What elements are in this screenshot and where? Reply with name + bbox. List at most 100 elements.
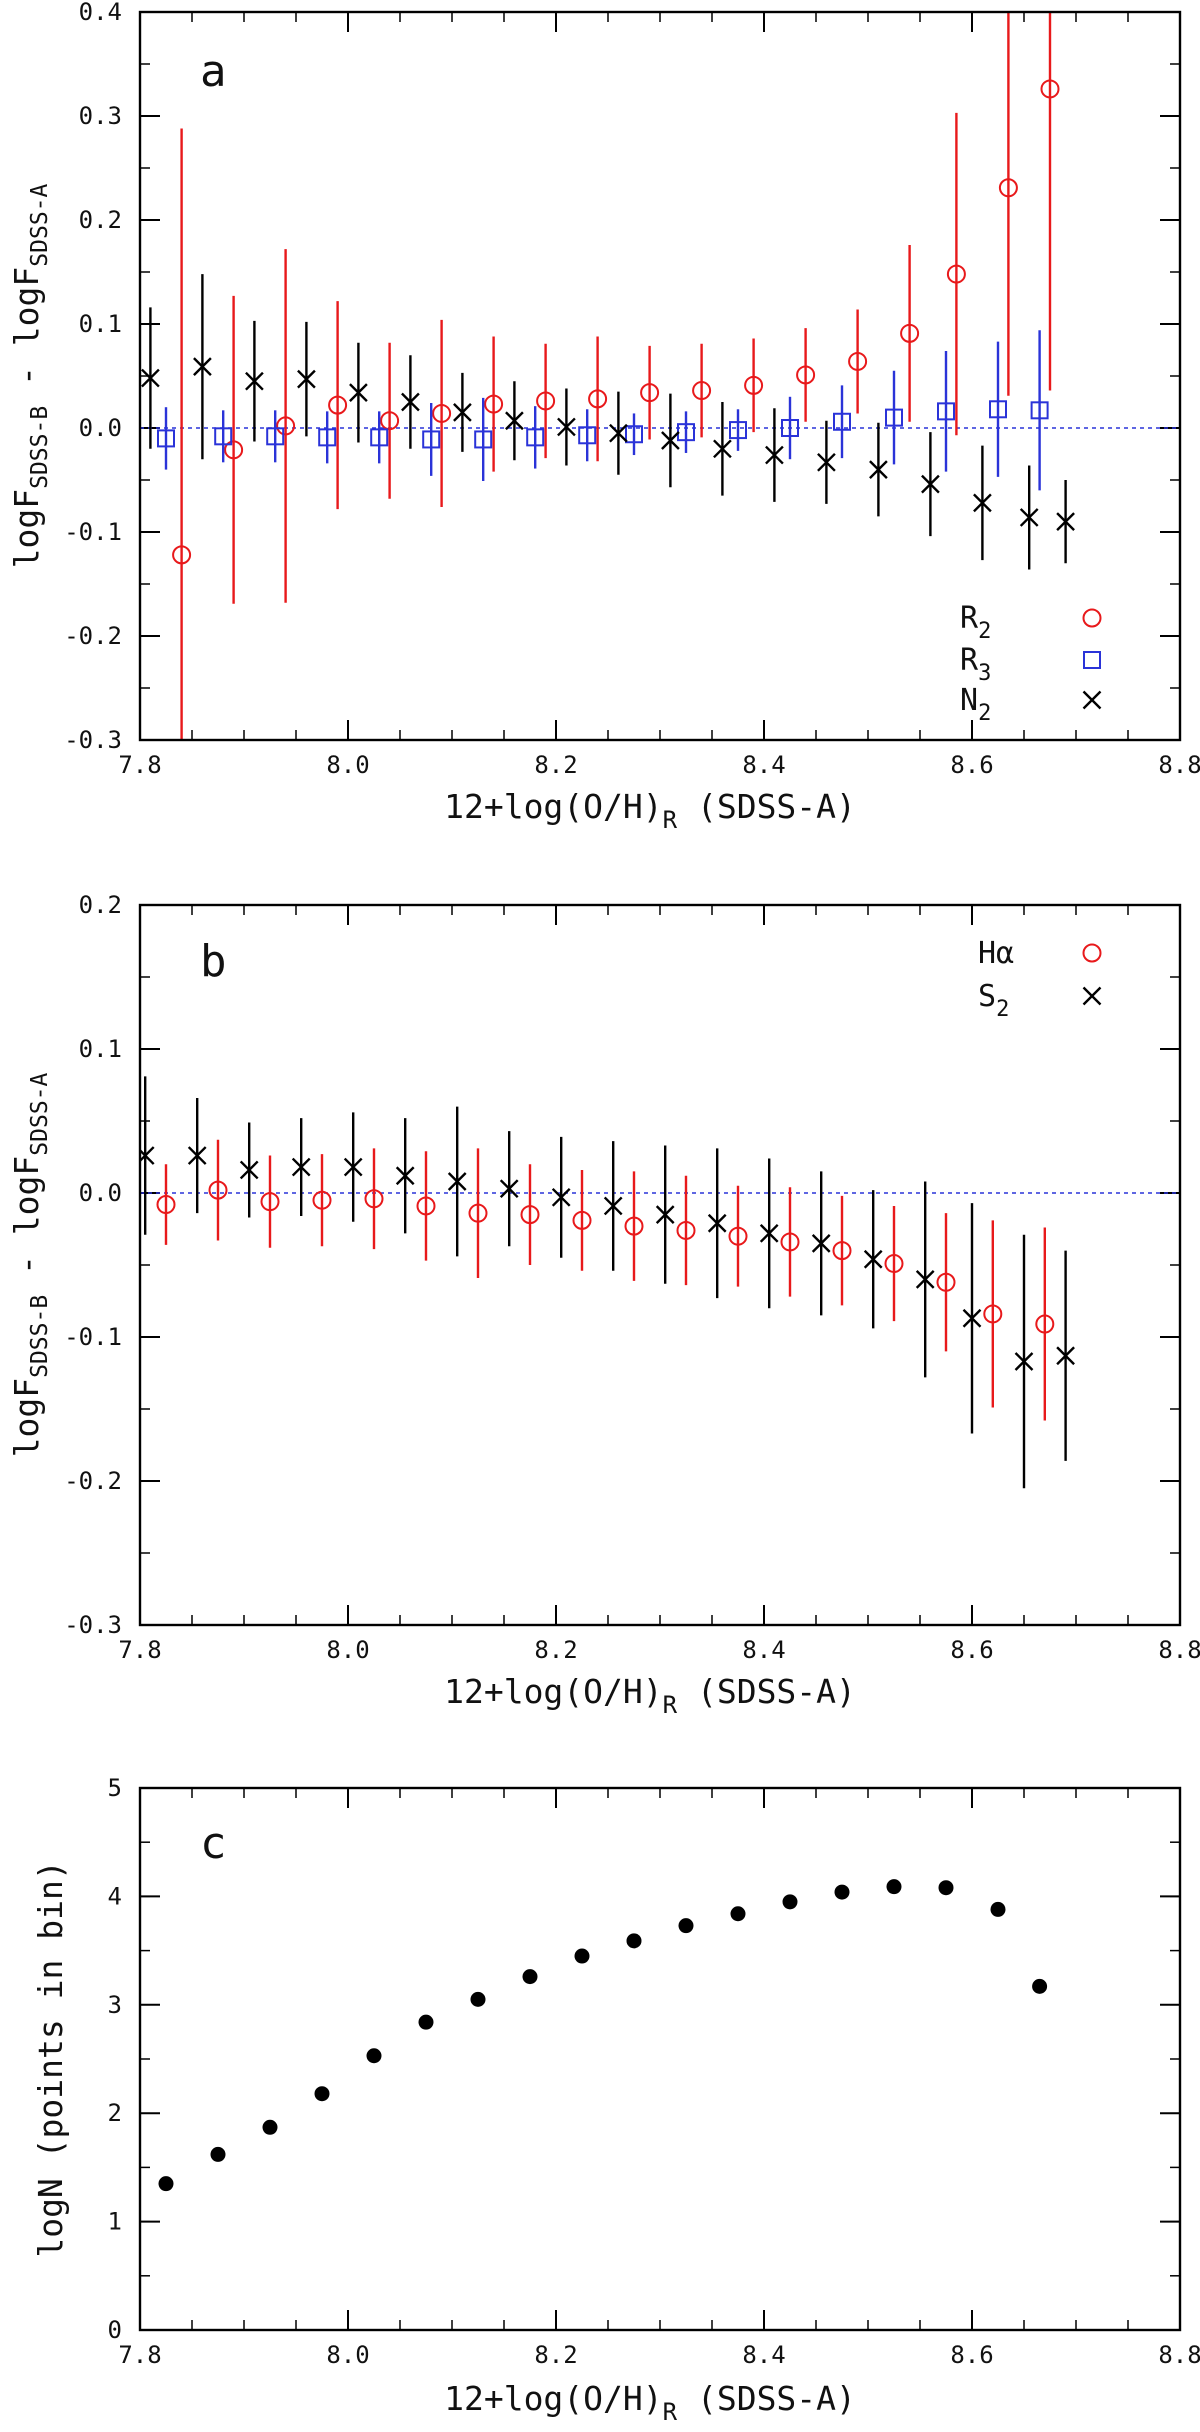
- series-Halpha: [156, 1139, 1055, 1421]
- legend-marker-Halpha: [1082, 943, 1102, 963]
- Halpha-point: [520, 1205, 540, 1225]
- S2-point: [140, 1146, 155, 1165]
- Halpha-point: [728, 1226, 748, 1246]
- y-tick-label: 0.2: [79, 891, 122, 919]
- R3-point: [937, 402, 955, 421]
- x-tick-label: 8.2: [534, 1636, 577, 1664]
- y-tick-label: 0.1: [79, 1035, 122, 1063]
- N2-point: [661, 431, 680, 450]
- legend-label: R3: [960, 643, 991, 686]
- legend-label: Hα: [978, 936, 1014, 971]
- y-tick-label: -0.2: [64, 622, 122, 650]
- plot-frame: [138, 903, 1182, 1627]
- y-tick-label: 1: [108, 2208, 122, 2236]
- R3-point: [885, 408, 903, 427]
- N2-point: [505, 411, 524, 431]
- logN-point: [938, 1880, 954, 1896]
- R2-point: [588, 389, 608, 409]
- R3-point: [578, 426, 597, 445]
- plot-frame: [138, 1786, 1182, 2332]
- S2-point: [499, 1179, 519, 1199]
- legend-marker-S2: [1082, 986, 1102, 1006]
- panel-letter: c: [200, 1818, 227, 1869]
- Halpha-point: [468, 1203, 488, 1223]
- R3-point: [157, 429, 175, 448]
- N2-point: [1019, 508, 1039, 527]
- Halpha-point: [1035, 1314, 1055, 1334]
- panel-a: 7.8 8.0 8.2 8.4 8.6 8.8 -0.3 -0.2 -0.1 0.0 0.1 0.2 0…: [7, 0, 1200, 834]
- Halpha-point: [983, 1304, 1003, 1324]
- R2-point: [536, 391, 556, 411]
- R2-point: [276, 416, 296, 436]
- y-axis-label: logN (points in bin): [31, 1860, 70, 2257]
- Halpha-point: [572, 1210, 592, 1230]
- R2-point: [484, 394, 504, 414]
- N2-point: [557, 417, 576, 437]
- R2-point: [692, 381, 712, 401]
- S2-point: [239, 1160, 259, 1180]
- N2-point: [1056, 512, 1075, 531]
- x-axis-label: 12+log(O/H)R (SDSS-A): [444, 1672, 856, 1719]
- x-tick-label: 8.8: [1158, 2341, 1200, 2369]
- panel-letter: b: [200, 936, 227, 987]
- Halpha-point: [208, 1180, 228, 1200]
- R2-point: [1040, 79, 1060, 99]
- y-tick-label: 0.0: [79, 1179, 122, 1207]
- x-tick-label: 8.6: [950, 1636, 993, 1664]
- x-tick-label: 8.0: [326, 2341, 369, 2369]
- y-tick-label: 4: [108, 1882, 122, 1910]
- logN-point: [782, 1894, 798, 1910]
- S2-point: [291, 1157, 311, 1177]
- logN-point: [158, 2176, 174, 2192]
- R2-point: [224, 440, 244, 460]
- Halpha-point: [936, 1272, 956, 1292]
- S2-point: [863, 1249, 883, 1269]
- y-tick-label: 0: [108, 2316, 122, 2344]
- S2-point: [395, 1166, 415, 1186]
- N2-point: [713, 439, 732, 459]
- R3-point: [729, 421, 747, 440]
- logN-point: [262, 2119, 278, 2135]
- legend-marker-R2: [1082, 608, 1102, 628]
- panel-c: 7.8 8.0 8.2 8.4 8.6 8.8 0 1 2 3 4 5 c 12+log(O/H)R (S…: [31, 1774, 1200, 2426]
- y-tick-label: 0.4: [79, 0, 122, 26]
- R2-point: [328, 395, 348, 415]
- R3-point: [625, 425, 643, 444]
- R3-point: [833, 412, 851, 431]
- panel-letter: a: [200, 46, 227, 97]
- y-tick-label: -0.2: [64, 1467, 122, 1495]
- legend-label: N2: [960, 683, 991, 726]
- logN-point: [210, 2146, 226, 2162]
- legend-marker-N2: [1082, 690, 1102, 710]
- y-tick-label: 0.0: [79, 414, 122, 442]
- N2-point: [401, 392, 420, 412]
- R3-point: [370, 428, 389, 447]
- N2-point: [245, 371, 264, 391]
- logN-point: [990, 1901, 1006, 1917]
- series-R3: [157, 330, 1049, 491]
- Halpha-point: [260, 1192, 280, 1212]
- N2-point: [349, 383, 368, 402]
- Halpha-point: [312, 1190, 332, 1210]
- y-tick-label: 5: [108, 1774, 122, 1802]
- R2-point: [998, 178, 1018, 198]
- N2-point: [869, 460, 888, 479]
- x-tick-label: 8.0: [326, 1636, 369, 1664]
- S2-point: [915, 1270, 935, 1289]
- y-tick-label: 0.1: [79, 310, 122, 338]
- N2-point: [973, 493, 992, 513]
- series-N2: [141, 274, 1075, 570]
- series-logN: [158, 1879, 1048, 2192]
- x-tick-label: 8.8: [1158, 1636, 1200, 1664]
- R2-point: [900, 323, 920, 343]
- logN-point: [1032, 1978, 1048, 1994]
- logN-point: [626, 1933, 642, 1949]
- y-tick-label: -0.3: [64, 726, 122, 754]
- y-tick-label: -0.3: [64, 1611, 122, 1639]
- Halpha-point: [624, 1216, 644, 1236]
- logN-point: [834, 1884, 850, 1900]
- y-tick-label: -0.1: [64, 518, 122, 546]
- R2-point: [432, 403, 452, 423]
